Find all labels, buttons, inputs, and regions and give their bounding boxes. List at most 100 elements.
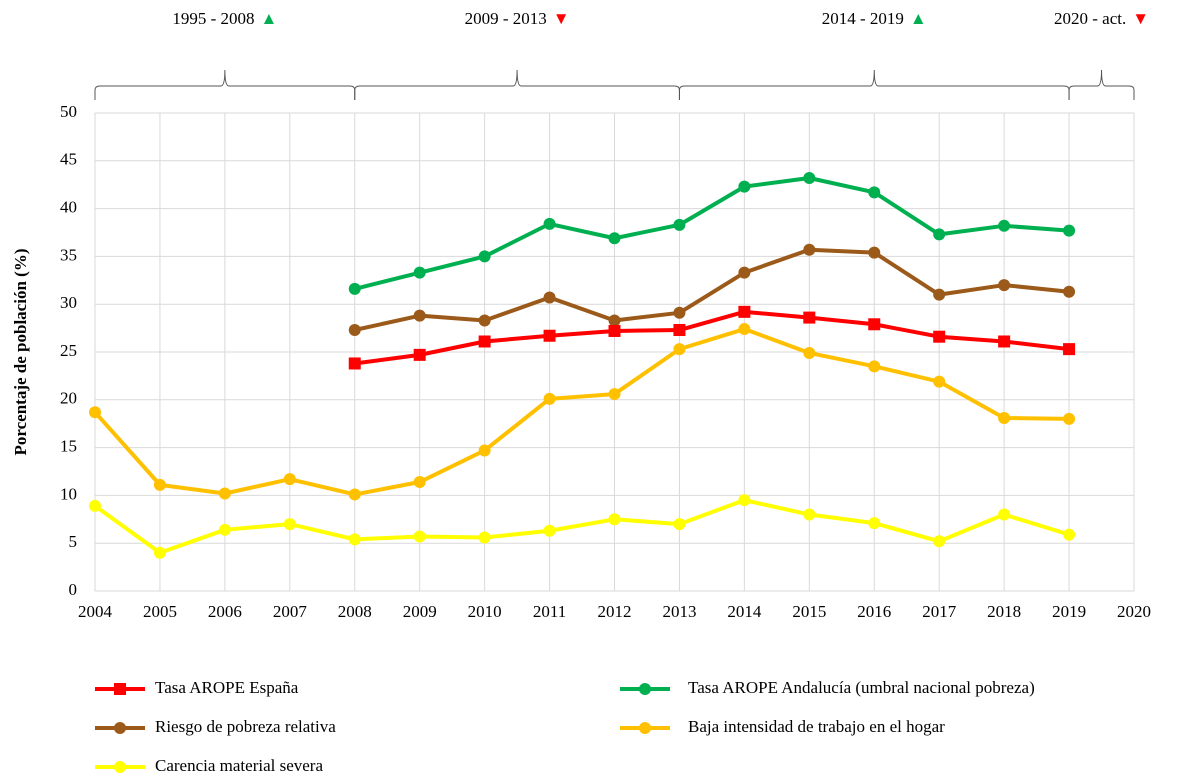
marker xyxy=(1063,343,1076,356)
marker xyxy=(348,357,361,370)
marker xyxy=(153,478,166,491)
marker xyxy=(348,488,361,501)
period-brace xyxy=(354,69,680,100)
marker xyxy=(283,518,296,531)
y-tick-label: 30 xyxy=(60,293,77,312)
y-tick-label: 45 xyxy=(60,150,77,169)
marker xyxy=(673,324,686,337)
y-tick-label: 50 xyxy=(60,102,77,121)
marker xyxy=(738,266,751,279)
period-range: 2014 - 2019 xyxy=(822,9,904,28)
marker xyxy=(738,305,751,318)
x-tick-label: 2013 xyxy=(662,602,696,621)
legend-label: Tasa AROPE Andalucía (umbral nacional po… xyxy=(688,678,1035,697)
marker xyxy=(89,406,101,419)
legend-label: Carencia material severa xyxy=(155,756,323,775)
period-range: 2020 - act. xyxy=(1054,9,1126,28)
marker xyxy=(543,217,556,230)
period-range: 1995 - 2008 xyxy=(172,9,254,28)
period-label: 2009 - 2013 ▼ xyxy=(465,9,570,28)
period-trend: ▼ xyxy=(1132,9,1149,28)
marker xyxy=(478,314,491,327)
period-trend: ▲ xyxy=(261,9,278,28)
marker xyxy=(673,343,686,356)
legend-label: Baja intensidad de trabajo en el hogar xyxy=(688,717,945,736)
marker xyxy=(738,323,751,336)
marker xyxy=(933,288,946,301)
y-tick-label: 10 xyxy=(60,484,77,503)
series-line xyxy=(93,327,1070,497)
period-label: 2020 - act. ▼ xyxy=(1054,9,1149,28)
marker xyxy=(413,348,426,361)
marker xyxy=(478,531,491,544)
marker xyxy=(478,335,491,348)
marker xyxy=(673,518,686,531)
y-tick-label: 20 xyxy=(60,389,77,408)
series-line xyxy=(354,247,1070,332)
marker xyxy=(413,266,426,279)
period-brace xyxy=(678,69,1070,100)
marker xyxy=(933,375,946,388)
marker xyxy=(608,232,621,245)
x-tick-label: 2010 xyxy=(468,602,502,621)
marker xyxy=(89,499,101,512)
x-tick-label: 2018 xyxy=(987,602,1021,621)
marker xyxy=(998,411,1011,424)
marker xyxy=(543,291,556,304)
marker xyxy=(998,279,1011,292)
marker xyxy=(478,444,491,457)
marker xyxy=(738,494,751,507)
marker xyxy=(1063,285,1076,298)
marker xyxy=(608,513,621,526)
marker xyxy=(998,508,1011,521)
marker xyxy=(543,329,556,342)
marker xyxy=(933,535,946,548)
x-tick-label: 2011 xyxy=(533,602,566,621)
period-range: 2009 - 2013 xyxy=(465,9,547,28)
series-line xyxy=(354,176,1070,291)
y-axis-label: Porcentaje de población (%) xyxy=(11,249,30,456)
marker xyxy=(868,186,881,199)
marker xyxy=(803,346,816,359)
marker xyxy=(673,218,686,231)
legend-marker xyxy=(639,722,651,734)
series-line xyxy=(93,498,1070,555)
marker xyxy=(153,546,166,559)
marker xyxy=(413,476,426,489)
marker xyxy=(218,487,231,500)
marker xyxy=(348,282,361,295)
y-tick-label: 25 xyxy=(60,341,77,360)
marker xyxy=(868,246,881,259)
x-tick-label: 2005 xyxy=(143,602,177,621)
marker xyxy=(738,180,751,193)
marker xyxy=(478,250,491,263)
marker xyxy=(998,219,1011,232)
x-tick-label: 2008 xyxy=(338,602,372,621)
period-trend: ▼ xyxy=(553,9,570,28)
marker xyxy=(868,517,881,530)
x-tick-label: 2020 xyxy=(1117,602,1151,621)
marker xyxy=(608,314,621,327)
x-tick-label: 2015 xyxy=(792,602,826,621)
period-brace xyxy=(1068,69,1135,100)
y-tick-label: 0 xyxy=(69,580,78,599)
legend-marker xyxy=(114,722,126,734)
legend-marker xyxy=(114,761,126,773)
legend-label: Tasa AROPE España xyxy=(155,678,299,697)
period-label: 2014 - 2019 ▲ xyxy=(822,9,927,28)
marker xyxy=(933,228,946,241)
marker xyxy=(998,335,1011,348)
x-tick-label: 2009 xyxy=(403,602,437,621)
x-tick-label: 2019 xyxy=(1052,602,1086,621)
y-tick-label: 15 xyxy=(60,437,77,456)
legend-marker xyxy=(639,683,651,695)
marker xyxy=(673,306,686,319)
legend-label: Riesgo de pobreza relativa xyxy=(155,717,336,736)
period-trend: ▲ xyxy=(910,9,927,28)
x-tick-label: 2007 xyxy=(273,602,308,621)
marker xyxy=(413,309,426,322)
x-tick-label: 2016 xyxy=(857,602,891,621)
marker xyxy=(803,311,816,324)
x-tick-label: 2012 xyxy=(598,602,632,621)
